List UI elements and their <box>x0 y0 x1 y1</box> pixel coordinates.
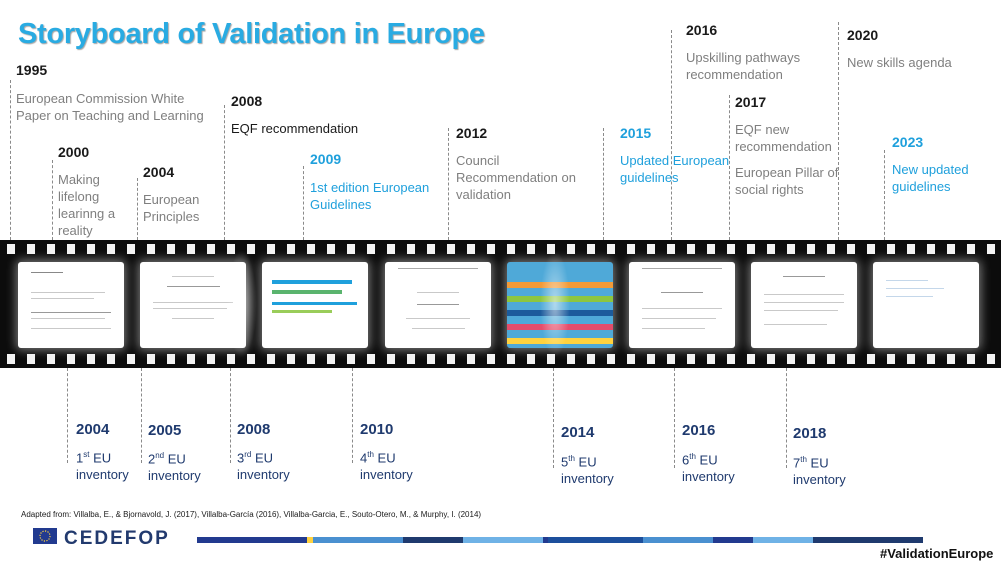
inventory-label: 7th EU inventory <box>793 455 846 488</box>
connector-line <box>448 128 449 240</box>
event-text: European Pillar of social rights <box>735 165 839 197</box>
event-year: 2009 <box>310 151 342 167</box>
color-bar <box>197 537 923 543</box>
light-glow <box>540 250 570 358</box>
inventory-label: 6th EU inventory <box>682 452 735 485</box>
document-thumbnail <box>629 262 735 348</box>
inventory-label: 2nd EU inventory <box>148 451 201 484</box>
document-thumbnail <box>18 262 124 348</box>
inventory-year: 2016 <box>682 422 716 439</box>
inventory-year: 2008 <box>237 421 271 438</box>
event-text: Council Recommendation on validation <box>456 153 576 202</box>
inventory-label: 4th EU inventory <box>360 450 413 483</box>
eu-flag-icon <box>33 528 57 549</box>
connector-line <box>352 368 353 463</box>
inventory-label: 3rd EU inventory <box>237 450 290 483</box>
connector-line <box>838 22 839 240</box>
page-title: Storyboard of Validation in Europe <box>18 18 485 50</box>
cedefop-logo: CEDEFOP <box>64 528 170 549</box>
connector-line <box>674 368 675 468</box>
connector-line <box>553 368 554 468</box>
event-text: EQF new recommendation <box>735 122 832 154</box>
inventory-year: 2010 <box>360 421 394 438</box>
event-year: 2023 <box>892 134 924 150</box>
film-perforations-bottom <box>0 354 1001 364</box>
document-thumbnail <box>873 262 979 348</box>
event-text: European Principles <box>143 192 200 224</box>
event-year: 2000 <box>58 144 90 160</box>
connector-line <box>10 80 11 240</box>
event-year: 2017 <box>735 94 767 110</box>
event-text: EQF recommendation <box>231 121 359 136</box>
event-year: 2004 <box>143 164 175 180</box>
event-text: European Commission White Paper on Teach… <box>16 91 204 123</box>
document-thumbnail <box>751 262 857 348</box>
connector-line <box>52 160 53 240</box>
light-glow <box>227 250 257 358</box>
event-text: 1st edition European Guidelines <box>310 180 430 212</box>
connector-line <box>224 105 225 240</box>
document-thumbnail <box>385 262 491 348</box>
event-text: Making lifelong learinng a reality <box>58 172 116 238</box>
inventory-label: 5th EU inventory <box>561 454 614 487</box>
inventory-label: 1st EU inventory <box>76 450 129 483</box>
event-text: Updated European guidelines <box>620 153 730 185</box>
inventory-year: 2004 <box>76 421 110 438</box>
event-year: 1995 <box>16 62 48 78</box>
connector-line <box>141 368 142 463</box>
event-text: New updated guidelines <box>892 162 969 194</box>
inventory-year: 2014 <box>561 424 595 441</box>
event-text: Upskilling pathways recommendation <box>686 50 801 82</box>
connector-line <box>786 368 787 468</box>
connector-line <box>729 95 730 240</box>
hashtag: #ValidationEurope <box>880 546 994 561</box>
connector-line <box>671 30 672 240</box>
event-year: 2008 <box>231 93 263 109</box>
film-perforations-top <box>0 244 1001 254</box>
connector-line <box>303 166 304 240</box>
event-text: New skills agenda <box>847 55 952 70</box>
connector-line <box>884 150 885 240</box>
event-year: 2015 <box>620 125 652 141</box>
event-year: 2020 <box>847 27 879 43</box>
event-year: 2012 <box>456 125 488 141</box>
connector-line <box>230 368 231 463</box>
inventory-year: 2018 <box>793 425 827 442</box>
document-thumbnail <box>262 262 368 348</box>
connector-line <box>603 128 604 240</box>
source-citation: Adapted from: Villalba, E., & Bjornavold… <box>21 510 482 519</box>
event-year: 2016 <box>686 22 718 38</box>
inventory-year: 2005 <box>148 422 182 439</box>
connector-line <box>137 178 138 240</box>
connector-line <box>67 368 68 463</box>
